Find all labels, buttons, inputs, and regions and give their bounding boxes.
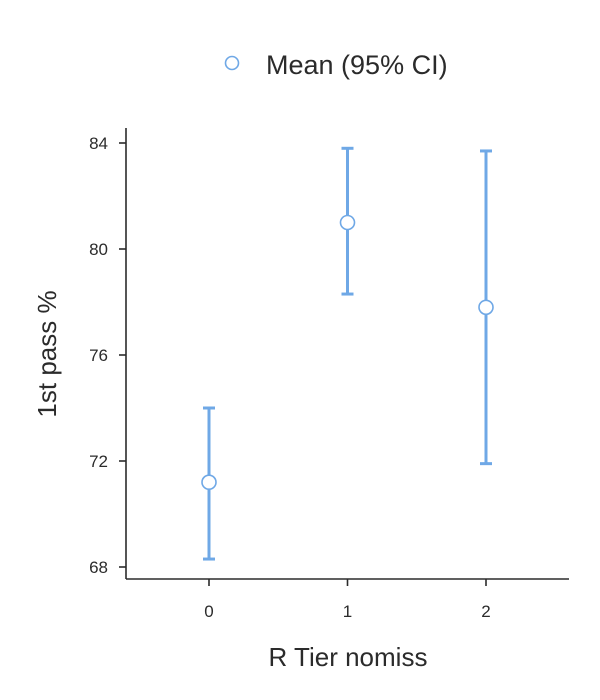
y-tick-label: 76 <box>89 346 108 365</box>
y-tick-label: 72 <box>89 452 108 471</box>
mean-point <box>201 474 217 491</box>
legend-label: Mean (95% CI) <box>266 50 448 80</box>
y-tick-label: 84 <box>89 134 108 153</box>
legend-marker-icon <box>224 55 240 71</box>
y-ticks: 68 72 76 80 84 <box>89 134 126 577</box>
legend: Mean (95% CI) <box>224 50 448 80</box>
mean-point <box>339 214 356 231</box>
x-tick-label: 2 <box>481 602 490 621</box>
x-tick-label: 0 <box>204 602 213 621</box>
x-ticks: 0 1 2 <box>204 579 491 621</box>
data-marks <box>201 146 494 561</box>
x-tick-label: 1 <box>343 602 352 621</box>
mean-point <box>478 299 494 316</box>
y-tick-label: 68 <box>89 558 108 577</box>
y-axis-title: 1st pass % <box>32 290 62 417</box>
x-axis-title: R Tier nomiss <box>269 642 428 672</box>
y-tick-label: 80 <box>89 240 108 259</box>
